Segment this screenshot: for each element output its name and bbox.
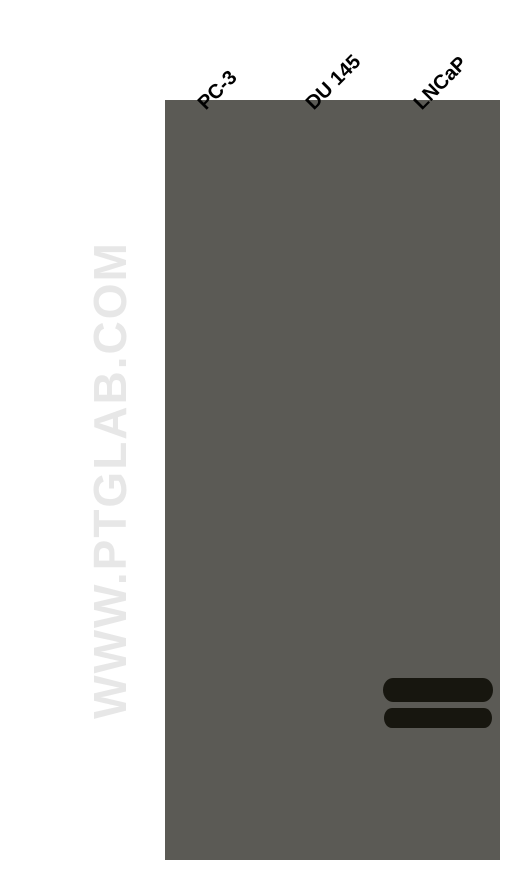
mw-labels-group: 250 kDa→ 150 kDa→ 100 kDa→ 70 kDa→ 50 kD… (0, 0, 160, 889)
blot-band (384, 708, 492, 728)
blot-band (383, 678, 493, 702)
blot-membrane (165, 100, 500, 860)
figure-container: { "figure": { "width_px": 513, "height_p… (0, 0, 513, 889)
